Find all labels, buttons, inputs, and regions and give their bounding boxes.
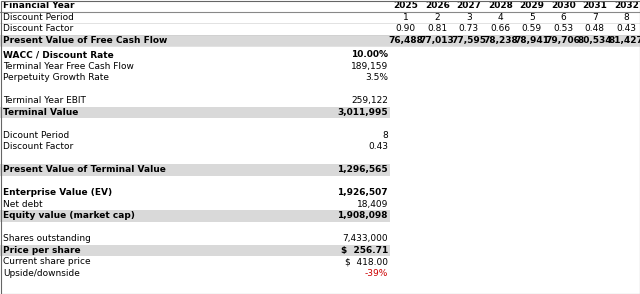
Text: Present Value of Terminal Value: Present Value of Terminal Value <box>3 165 166 174</box>
Text: 81,427: 81,427 <box>609 36 640 45</box>
Bar <box>0 164 390 176</box>
Text: 2027: 2027 <box>456 1 481 10</box>
Text: Shares outstanding: Shares outstanding <box>3 234 91 243</box>
Text: 2029: 2029 <box>519 1 544 10</box>
Text: Discount Factor: Discount Factor <box>3 142 73 151</box>
Text: 77,595: 77,595 <box>451 36 486 45</box>
Text: 6: 6 <box>561 13 566 22</box>
Text: 0.81: 0.81 <box>427 24 447 33</box>
Bar <box>0 34 640 46</box>
Text: $  418.00: $ 418.00 <box>345 257 388 266</box>
Text: Terminal Value: Terminal Value <box>3 108 78 117</box>
Bar <box>0 245 390 256</box>
Text: 2025: 2025 <box>394 1 418 10</box>
Text: Discount Factor: Discount Factor <box>3 24 73 33</box>
Text: $  256.71: $ 256.71 <box>340 246 388 255</box>
Text: 0.73: 0.73 <box>459 24 479 33</box>
Text: 1: 1 <box>403 13 408 22</box>
Text: 7,433,000: 7,433,000 <box>342 234 388 243</box>
Text: 18,409: 18,409 <box>356 200 388 209</box>
Text: Equity value (market cap): Equity value (market cap) <box>3 211 135 220</box>
Text: 79,706: 79,706 <box>546 36 580 45</box>
Text: 3.5%: 3.5% <box>365 73 388 82</box>
Text: 2030: 2030 <box>551 1 575 10</box>
Text: 0.53: 0.53 <box>553 24 573 33</box>
Text: 1,908,098: 1,908,098 <box>337 211 388 220</box>
Text: 0.43: 0.43 <box>368 142 388 151</box>
Text: 80,534: 80,534 <box>577 36 612 45</box>
Text: 10.00%: 10.00% <box>351 50 388 59</box>
Text: Present Value of Free Cash Flow: Present Value of Free Cash Flow <box>3 36 168 45</box>
Text: Current share price: Current share price <box>3 257 91 266</box>
Text: 2028: 2028 <box>488 1 513 10</box>
Text: 8: 8 <box>623 13 629 22</box>
Text: Terminal Year EBIT: Terminal Year EBIT <box>3 96 86 105</box>
Text: 78,238: 78,238 <box>483 36 518 45</box>
Text: 3,011,995: 3,011,995 <box>337 108 388 117</box>
Text: Enterprise Value (EV): Enterprise Value (EV) <box>3 188 112 197</box>
Text: 0.59: 0.59 <box>522 24 542 33</box>
Text: 77,013: 77,013 <box>420 36 454 45</box>
Text: 2032: 2032 <box>614 1 639 10</box>
Text: 1,926,507: 1,926,507 <box>337 188 388 197</box>
Text: Financial Year: Financial Year <box>3 1 74 10</box>
Text: 4: 4 <box>497 13 503 22</box>
Text: Perpetuity Growth Rate: Perpetuity Growth Rate <box>3 73 109 82</box>
Text: -39%: -39% <box>365 269 388 278</box>
Text: 0.66: 0.66 <box>490 24 510 33</box>
Text: 259,122: 259,122 <box>351 96 388 105</box>
Text: WACC / Discount Rate: WACC / Discount Rate <box>3 50 114 59</box>
Text: 7: 7 <box>592 13 598 22</box>
Text: Net debt: Net debt <box>3 200 43 209</box>
Text: 76,488: 76,488 <box>388 36 423 45</box>
Text: Price per share: Price per share <box>3 246 81 255</box>
Text: 0.43: 0.43 <box>616 24 636 33</box>
Text: Discount Period: Discount Period <box>3 13 74 22</box>
Text: 0.48: 0.48 <box>585 24 605 33</box>
Text: 78,941: 78,941 <box>515 36 549 45</box>
Text: 3: 3 <box>466 13 472 22</box>
Text: 2026: 2026 <box>425 1 450 10</box>
Text: 0.90: 0.90 <box>396 24 416 33</box>
Text: 2031: 2031 <box>582 1 607 10</box>
Bar <box>0 106 390 118</box>
Text: Upside/downside: Upside/downside <box>3 269 80 278</box>
Text: 5: 5 <box>529 13 534 22</box>
Text: 8: 8 <box>382 131 388 140</box>
Bar <box>0 210 390 221</box>
Text: 189,159: 189,159 <box>351 62 388 71</box>
Text: Dicount Period: Dicount Period <box>3 131 69 140</box>
Text: Terminal Year Free Cash Flow: Terminal Year Free Cash Flow <box>3 62 134 71</box>
Text: 2: 2 <box>435 13 440 22</box>
Text: 1,296,565: 1,296,565 <box>337 165 388 174</box>
